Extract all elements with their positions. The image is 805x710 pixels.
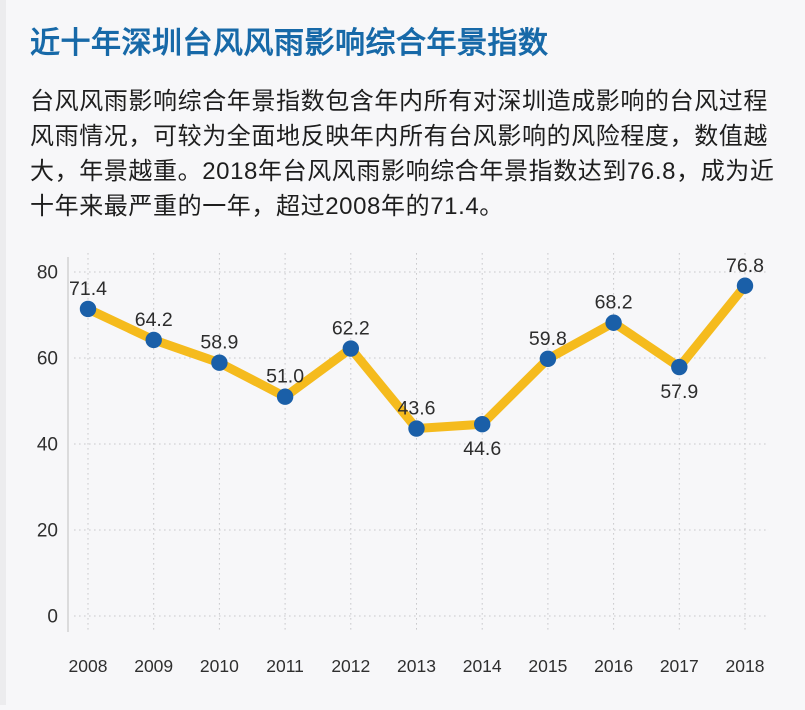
description-line: 风雨情况，可较为全面地反映年内所有台风影响的风险程度，数值越 [30,123,768,150]
x-axis-year-label: 2009 [134,656,173,676]
data-point-label: 58.9 [200,332,238,354]
data-point-label: 51.0 [266,366,304,388]
data-point-label: 62.2 [332,318,370,340]
description-paragraph: 台风风雨影响综合年景指数包含年内所有对深圳造成影响的台风过程 风雨情况，可较为全… [30,84,786,224]
data-point [79,300,97,318]
x-axis-year-label: 2016 [594,656,633,676]
data-point [408,420,425,437]
chart-canvas: 0 20 40 60 80 71.4 64.2 58.9 51.0 62.2 43.6 44.6 59.… [37,253,766,676]
data-point-label: 43.6 [398,398,436,420]
description-line: 大，年景越重。2018年台风风雨影响综合年景指数达到76.8，成为近 [30,158,775,185]
data-point [539,350,557,368]
description-line: 十年来最严重的一年，超过2008年的71.4。 [30,193,504,220]
data-point [671,358,688,376]
y-tick-label: 80 [37,263,58,284]
data-point-label: 68.2 [595,292,633,314]
data-point-label: 64.2 [135,309,173,331]
data-point [211,354,228,371]
x-axis-year-label: 2011 [266,656,304,676]
data-point [474,416,491,433]
data-point-label: 59.8 [529,328,567,350]
data-point-label: 44.6 [463,438,501,460]
x-axis-year-label: 2015 [528,656,567,676]
typhoon-index-line-chart: 0 20 40 60 80 71.4 64.2 58.9 51.0 62.2 43.6 44.6 59.… [0,245,805,705]
y-tick-label: 40 [37,435,58,456]
description-line: 台风风雨影响综合年景指数包含年内所有对深圳造成影响的台风过程 [30,88,768,115]
y-tick-label: 60 [37,349,58,370]
data-point [342,340,359,357]
y-tick-label: 20 [37,521,58,542]
x-axis-year-label: 2017 [660,656,699,676]
x-axis-year-label: 2010 [200,656,239,676]
data-point-label: 71.4 [69,278,107,300]
x-axis-year-label: 2018 [726,656,765,676]
x-axis-year-label: 2008 [69,656,108,676]
data-point [736,277,754,294]
data-point-label: 76.8 [726,255,764,277]
y-tick-label: 0 [47,607,58,628]
x-axis-year-label: 2012 [331,656,370,676]
x-axis-year-label: 2014 [463,656,502,676]
page-edge-shade [0,0,6,705]
data-point [145,331,162,349]
page-title: 近十年深圳台风风雨影响综合年景指数 [30,27,549,60]
data-point [276,388,294,405]
x-axis-year-label: 2013 [397,656,436,676]
data-point-label: 57.9 [660,381,698,403]
data-point [605,314,622,331]
